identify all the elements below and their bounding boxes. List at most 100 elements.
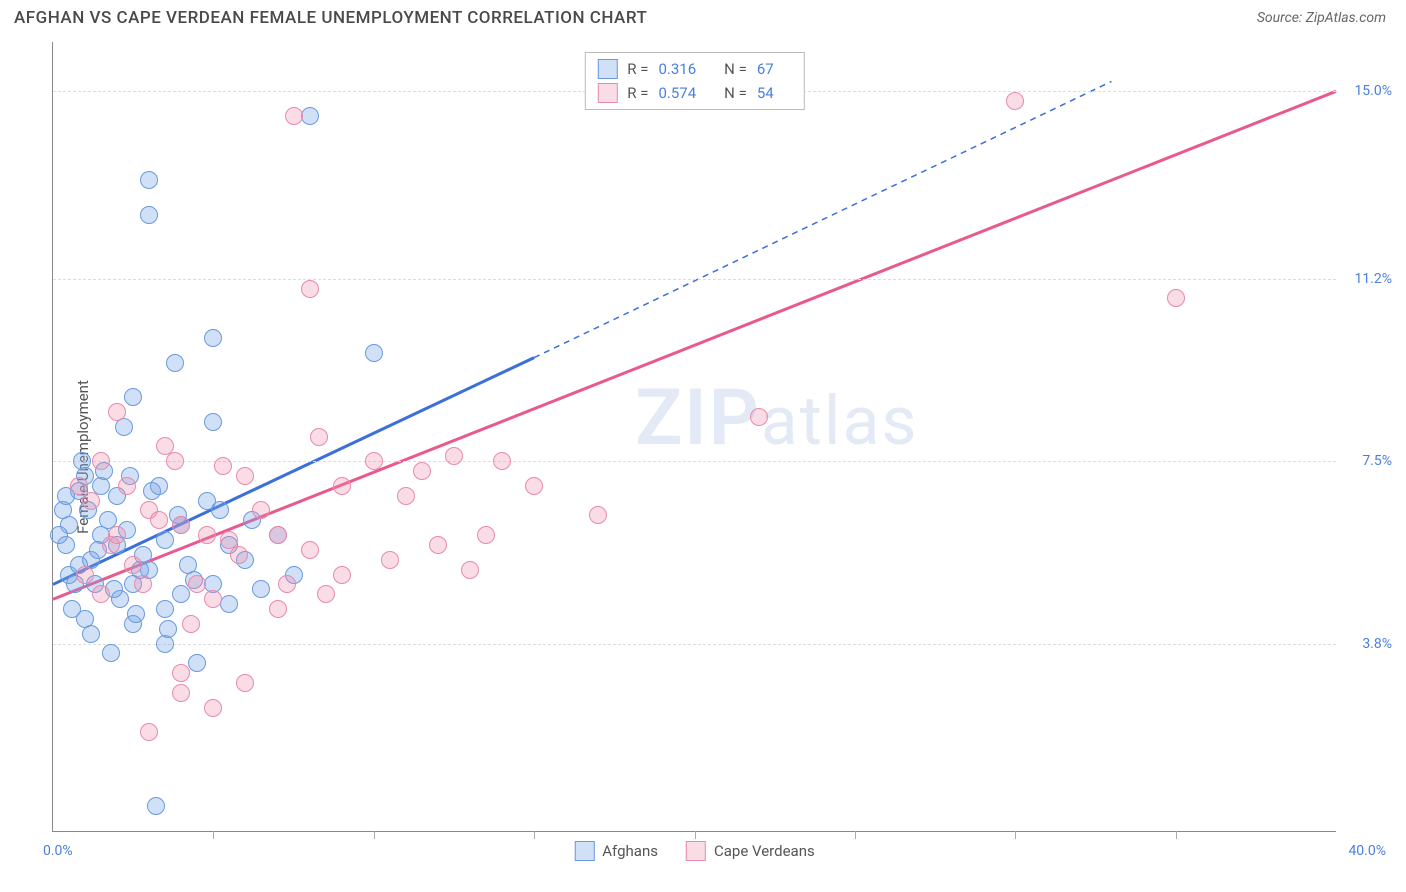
scatter-point [82, 492, 100, 510]
stats-row-2: R = 0.574 N = 54 [597, 81, 791, 105]
scatter-point [204, 699, 222, 717]
n-value-2: 54 [757, 84, 774, 102]
scatter-point [397, 487, 415, 505]
chart-header: AFGHAN VS CAPE VERDEAN FEMALE UNEMPLOYME… [0, 0, 1406, 32]
scatter-point [525, 477, 543, 495]
scatter-point [102, 644, 120, 662]
x-tick [1015, 831, 1016, 839]
legend-swatch-capeverdeans-icon [686, 841, 706, 861]
trend-lines [53, 42, 1336, 831]
x-axis-max-label: 40.0% [1348, 843, 1386, 859]
r-label-2: R = [627, 84, 648, 102]
chart-container: Female Unemployment ZIPatlas R = 0.316 N… [0, 32, 1406, 882]
stats-box: R = 0.316 N = 67 R = 0.574 N = 54 [584, 52, 804, 110]
scatter-point [301, 541, 319, 559]
y-tick-label: 15.0% [1354, 83, 1392, 99]
scatter-point [365, 344, 383, 362]
scatter-point [166, 452, 184, 470]
scatter-point [198, 526, 216, 544]
x-tick [374, 831, 375, 839]
scatter-point [140, 206, 158, 224]
n-label-2: N = [724, 84, 747, 102]
n-value-1: 67 [757, 60, 774, 78]
scatter-point [493, 452, 511, 470]
legend-item-capeverdeans: Cape Verdeans [686, 841, 815, 861]
scatter-point [82, 625, 100, 643]
r-value-1: 0.316 [658, 60, 696, 78]
scatter-point [252, 501, 270, 519]
scatter-point [278, 575, 296, 593]
scatter-point [92, 585, 110, 603]
scatter-point [108, 403, 126, 421]
x-tick [695, 831, 696, 839]
y-tick-label: 3.8% [1362, 636, 1392, 652]
chart-title: AFGHAN VS CAPE VERDEAN FEMALE UNEMPLOYME… [14, 8, 647, 28]
scatter-point [150, 511, 168, 529]
scatter-point [150, 477, 168, 495]
scatter-point [301, 107, 319, 125]
scatter-point [1006, 92, 1024, 110]
legend-swatch-afghans-icon [574, 841, 594, 861]
stats-row-1: R = 0.316 N = 67 [597, 57, 791, 81]
scatter-point [166, 354, 184, 372]
r-label: R = [627, 60, 648, 78]
swatch-capeverdeans-icon [597, 83, 617, 103]
legend: Afghans Cape Verdeans [574, 841, 814, 861]
scatter-point [102, 536, 120, 554]
scatter-point [70, 477, 88, 495]
scatter-point [172, 585, 190, 603]
x-tick [213, 831, 214, 839]
scatter-point [118, 477, 136, 495]
scatter-point [92, 452, 110, 470]
scatter-point [172, 516, 190, 534]
scatter-point [124, 556, 142, 574]
scatter-point [413, 462, 431, 480]
scatter-point [285, 107, 303, 125]
chart-source: Source: ZipAtlas.com [1257, 10, 1386, 26]
x-axis-min-label: 0.0% [43, 843, 73, 859]
scatter-point [50, 526, 68, 544]
legend-item-afghans: Afghans [574, 841, 658, 861]
scatter-point [1167, 289, 1185, 307]
scatter-point [124, 388, 142, 406]
n-label: N = [724, 60, 747, 78]
scatter-point [589, 506, 607, 524]
scatter-point [333, 566, 351, 584]
scatter-point [198, 492, 216, 510]
scatter-point [236, 467, 254, 485]
y-tick-label: 11.2% [1354, 271, 1392, 287]
scatter-point [230, 546, 248, 564]
scatter-point [269, 600, 287, 618]
scatter-point [461, 561, 479, 579]
scatter-point [76, 566, 94, 584]
scatter-point [172, 684, 190, 702]
scatter-point [365, 452, 383, 470]
r-value-2: 0.574 [658, 84, 696, 102]
scatter-point [63, 600, 81, 618]
scatter-point [140, 171, 158, 189]
scatter-point [310, 428, 328, 446]
scatter-point [236, 674, 254, 692]
scatter-point [204, 413, 222, 431]
x-tick [855, 831, 856, 839]
scatter-point [159, 620, 177, 638]
scatter-point [445, 447, 463, 465]
plot-area: ZIPatlas R = 0.316 N = 67 R = 0.574 N = … [52, 42, 1336, 832]
y-tick-label: 7.5% [1362, 453, 1392, 469]
scatter-point [134, 575, 152, 593]
scatter-point [73, 452, 91, 470]
legend-label-2: Cape Verdeans [714, 842, 815, 860]
scatter-point [214, 457, 232, 475]
x-tick [1176, 831, 1177, 839]
scatter-point [204, 590, 222, 608]
scatter-point [252, 580, 270, 598]
scatter-point [204, 329, 222, 347]
scatter-point [301, 280, 319, 298]
scatter-point [477, 526, 495, 544]
scatter-point [156, 531, 174, 549]
gridline [53, 279, 1336, 280]
scatter-point [381, 551, 399, 569]
scatter-point [220, 595, 238, 613]
scatter-point [156, 600, 174, 618]
x-tick [534, 831, 535, 839]
